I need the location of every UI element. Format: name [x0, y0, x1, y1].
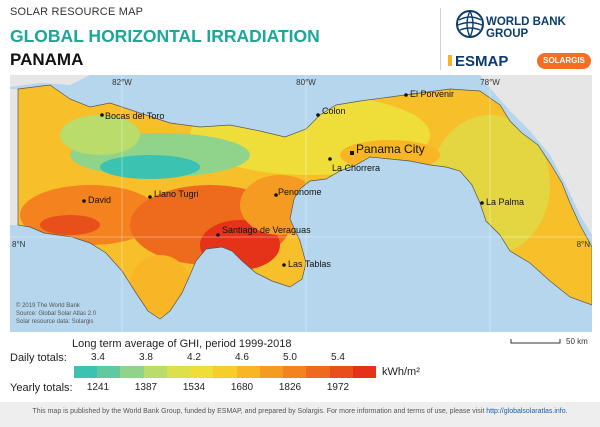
place-dot	[404, 93, 408, 97]
place-dot	[216, 233, 220, 237]
daily-tick: 4.2	[174, 352, 214, 363]
legend-swatch	[283, 366, 306, 378]
legend-swatch	[353, 366, 376, 378]
solargis-logo: SOLARGIS	[537, 53, 591, 69]
daily-tick: 4.6	[222, 352, 262, 363]
legend-swatch	[306, 366, 329, 378]
legend-swatch	[167, 366, 190, 378]
legend-swatch	[144, 366, 167, 378]
legend-swatch	[213, 366, 236, 378]
atlas-link[interactable]: http://globalsolaratlas.info.	[486, 408, 567, 415]
place-dot	[100, 113, 104, 117]
place-colon: Colon	[322, 106, 346, 116]
yearly-tick: 1680	[222, 382, 262, 393]
legend-swatch	[237, 366, 260, 378]
graticule-82w: 82°W	[112, 78, 132, 87]
yearly-totals-label: Yearly totals:	[10, 382, 73, 394]
map-subtitle: SOLAR RESOURCE MAP	[10, 6, 143, 18]
place-dot	[480, 201, 484, 205]
footer-text: This map is published by the World Bank …	[32, 408, 484, 415]
legend-title: Long term average of GHI, period 1999-20…	[72, 338, 292, 350]
yearly-tick: 1241	[78, 382, 118, 393]
legend-swatch	[74, 366, 97, 378]
legend-swatch	[120, 366, 143, 378]
graticule-8n-left: 8°N	[12, 240, 26, 249]
country-name: PANAMA	[10, 50, 83, 70]
yearly-tick: 1387	[126, 382, 166, 393]
place-dot	[282, 263, 286, 267]
capital-marker-icon	[350, 151, 354, 155]
place-dot	[148, 195, 152, 199]
place-dot	[82, 199, 86, 203]
daily-tick: 5.0	[270, 352, 310, 363]
place-david: David	[88, 195, 111, 205]
place-bocas-del-toro: Bocas del Toro	[105, 111, 164, 121]
scale-bar-icon: 50 km	[510, 336, 594, 350]
legend-swatch	[330, 366, 353, 378]
footer-note: This map is published by the World Bank …	[0, 408, 600, 415]
place-penonome: Penonome	[278, 187, 322, 197]
graticule-80w: 80°W	[296, 78, 316, 87]
map-title: GLOBAL HORIZONTAL IRRADIATION	[10, 26, 320, 47]
esmap-logo: ESMAP	[455, 53, 508, 70]
legend-color-ramp	[74, 366, 376, 378]
legend-swatch	[260, 366, 283, 378]
daily-tick: 3.8	[126, 352, 166, 363]
costa-rica-land	[10, 89, 18, 225]
place-las-tablas: Las Tablas	[288, 259, 331, 269]
daily-tick: 5.4	[318, 352, 358, 363]
place-la-palma: La Palma	[486, 197, 524, 207]
legend-swatch	[190, 366, 213, 378]
graticule-78w: 78°W	[480, 78, 500, 87]
credit-line: Solar resource data: Solargis	[16, 319, 93, 325]
place-dot	[316, 113, 320, 117]
place-santiago-de-veraguas: Santiago de Veraguas	[222, 225, 311, 235]
ghi-map: 82°W 80°W 78°W 8°N 8°N Bocas del Toro Co…	[10, 75, 592, 332]
daily-tick: 3.4	[78, 352, 118, 363]
yearly-tick: 1972	[318, 382, 358, 393]
esmap-mark-icon	[448, 55, 452, 66]
place-llano-tugri: Llano Tugri	[154, 189, 199, 199]
credit-line: Source: Global Solar Atlas 2.0	[16, 311, 97, 317]
yearly-tick: 1534	[174, 382, 214, 393]
graticule-8n-right: 8°N	[577, 240, 591, 249]
legend-swatch	[97, 366, 120, 378]
yearly-tick: 1826	[270, 382, 310, 393]
credit-line: © 2019 The World Bank	[16, 302, 81, 309]
header-divider	[440, 8, 441, 70]
world-bank-logo-text: WORLD BANK GROUP	[486, 16, 600, 40]
daily-totals-label: Daily totals:	[10, 352, 67, 364]
scale-label: 50 km	[566, 337, 588, 346]
place-dot	[328, 157, 332, 161]
legend-unit: kWh/m²	[382, 366, 420, 378]
place-la-chorrera: La Chorrera	[332, 163, 380, 173]
place-panama-city: Panama City	[356, 142, 425, 156]
place-el-porvenir: El Porvenir	[410, 89, 454, 99]
